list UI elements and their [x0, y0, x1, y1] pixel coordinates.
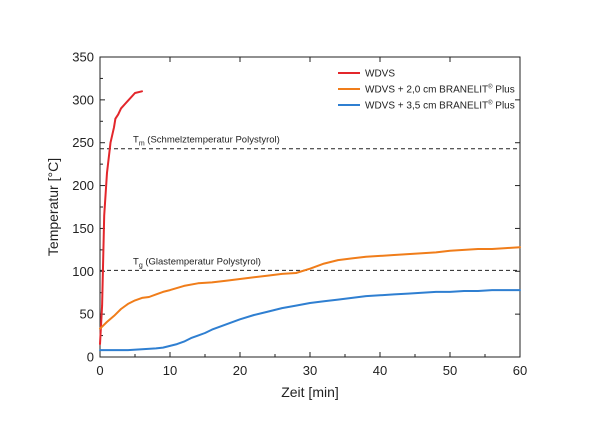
series-line-1	[99, 90, 143, 346]
x-tick-label: 30	[303, 363, 317, 378]
y-axis-title: Temperatur [°C]	[45, 158, 61, 256]
reference-line-label: Tg (Glastemperatur Polystyrol)	[133, 256, 261, 269]
y-tick-label: 250	[72, 135, 94, 150]
y-tick-label: 50	[80, 307, 94, 322]
x-tick-label: 40	[373, 363, 387, 378]
legend-label-2: WDVS + 2,0 cm BRANELIT® Plus	[365, 84, 515, 96]
x-tick-label: 50	[443, 363, 457, 378]
y-tick-label: 300	[72, 92, 94, 107]
reference-line-label: Tm (Schmelztemperatur Polystyrol)	[133, 135, 280, 148]
series-line-2	[99, 246, 521, 330]
x-axis-title: Zeit [min]	[281, 384, 339, 400]
y-tick-label: 0	[87, 350, 94, 365]
x-tick-label: 60	[513, 363, 527, 378]
series-line-3	[99, 289, 521, 352]
legend-label-1: WDVS	[365, 69, 395, 80]
x-tick-label: 10	[163, 363, 177, 378]
x-tick-label: 0	[96, 363, 103, 378]
y-tick-label: 350	[72, 50, 94, 65]
legend-label-3: WDVS + 3,5 cm BRANELIT® Plus	[365, 100, 515, 112]
y-tick-label: 200	[72, 178, 94, 193]
y-tick-label: 100	[72, 264, 94, 279]
y-tick-label: 150	[72, 221, 94, 236]
x-tick-label: 20	[233, 363, 247, 378]
